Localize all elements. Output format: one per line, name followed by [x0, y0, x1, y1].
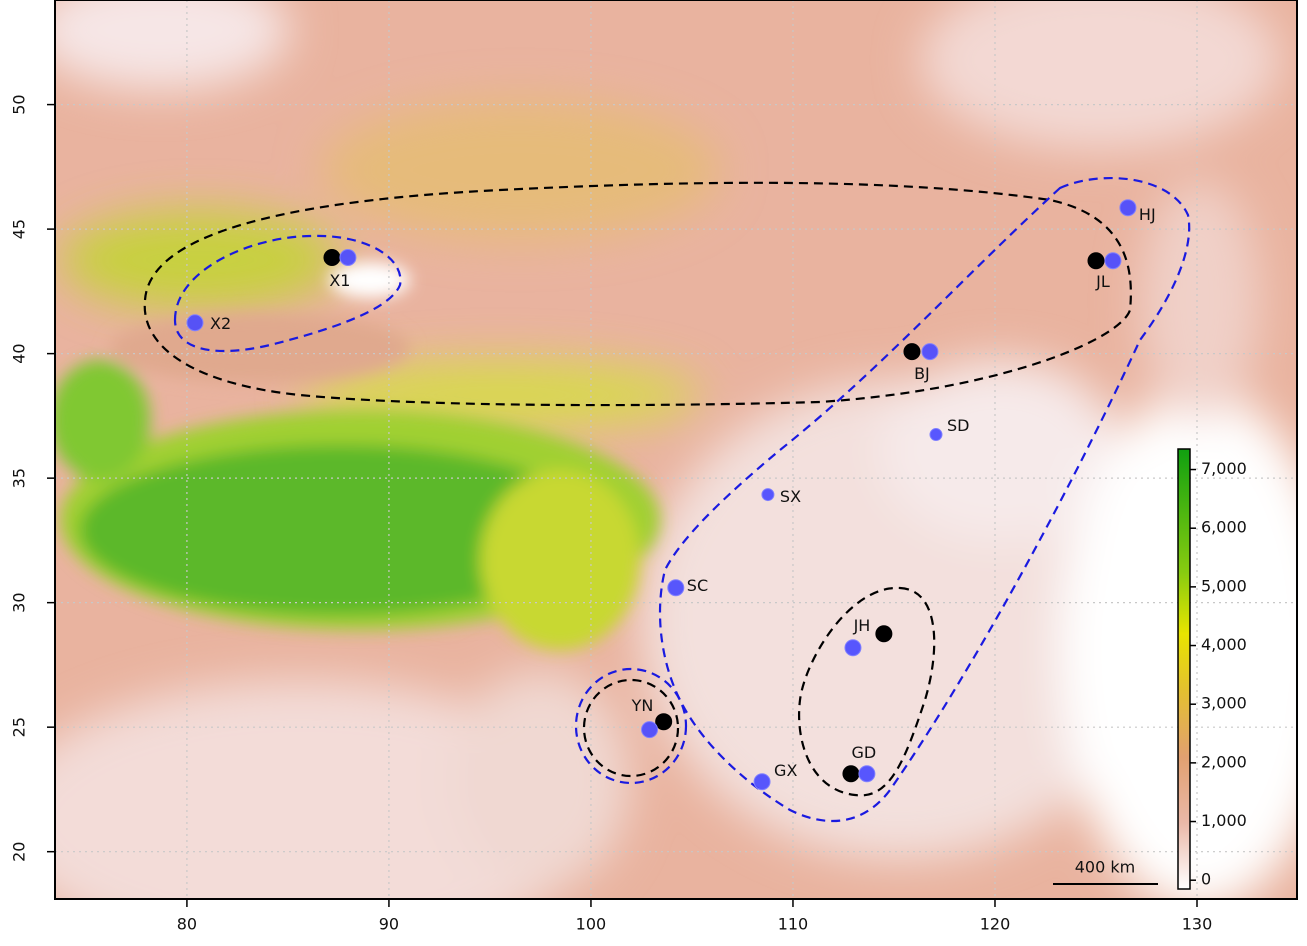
site-label: X2 [210, 314, 231, 333]
y-tick-label: 35 [10, 468, 29, 488]
site-point [876, 626, 892, 642]
site-label: GD [852, 743, 877, 762]
site-point [843, 766, 859, 782]
y-tick-label: 30 [10, 592, 29, 612]
site-point [642, 722, 658, 738]
y-tick-label: 45 [10, 219, 29, 239]
chart: X1 X2 JL HJ BJ SD SX SC YN JH GD GX 400 km 80 90 100 1… [0, 0, 1307, 942]
site-point [904, 344, 920, 360]
site-point [340, 249, 356, 265]
site-label: SX [780, 487, 801, 506]
site-point [187, 315, 203, 331]
colorbar-tick-label: 1,000 [1201, 811, 1247, 830]
site-label: JL [1095, 272, 1110, 291]
site-point [656, 714, 672, 730]
site-label: YN [631, 696, 654, 715]
colorbar-tick-label: 0 [1201, 870, 1211, 889]
site-label: SD [947, 416, 969, 435]
site-point [930, 429, 942, 441]
x-tick-label: 120 [980, 915, 1011, 934]
site-point [845, 640, 861, 656]
site-label: HJ [1139, 205, 1156, 224]
x-tick-label: 100 [576, 915, 607, 934]
site-point [668, 580, 684, 596]
site-point [859, 766, 875, 782]
colorbar [1178, 449, 1190, 889]
scale-label: 400 km [1075, 858, 1135, 877]
site-label: BJ [914, 364, 930, 383]
site-point [1120, 200, 1136, 216]
y-tick-label: 40 [10, 343, 29, 363]
colorbar-tick-label: 2,000 [1201, 752, 1247, 771]
colorbar-tick-label: 4,000 [1201, 635, 1247, 654]
site-point [1105, 253, 1121, 269]
site-point [1088, 253, 1104, 269]
site-label: SC [687, 576, 708, 595]
colorbar-tick-label: 5,000 [1201, 576, 1247, 595]
y-tick-label: 50 [10, 94, 29, 114]
colorbar-tick-label: 3,000 [1201, 694, 1247, 713]
colorbar-tick-label: 7,000 [1201, 459, 1247, 478]
x-tick-label: 130 [1182, 915, 1213, 934]
colorbar-tick-label: 6,000 [1201, 518, 1247, 537]
site-point [754, 774, 770, 790]
site-label: X1 [329, 271, 350, 290]
site-label: JH [853, 616, 871, 635]
x-tick-label: 90 [379, 915, 399, 934]
y-tick-label: 20 [10, 842, 29, 862]
site-point [324, 249, 340, 265]
x-tick-label: 110 [778, 915, 809, 934]
site-point [922, 344, 938, 360]
site-point [762, 489, 774, 501]
terrain [0, 0, 1307, 942]
x-tick-label: 80 [177, 915, 197, 934]
site-label: GX [774, 761, 797, 780]
y-tick-label: 25 [10, 717, 29, 737]
